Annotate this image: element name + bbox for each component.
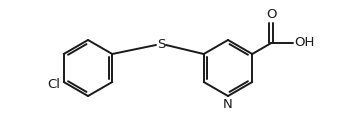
Text: O: O <box>266 8 276 21</box>
Text: S: S <box>157 38 165 52</box>
Text: N: N <box>223 98 233 111</box>
Text: Cl: Cl <box>47 78 60 90</box>
Text: OH: OH <box>294 36 315 50</box>
